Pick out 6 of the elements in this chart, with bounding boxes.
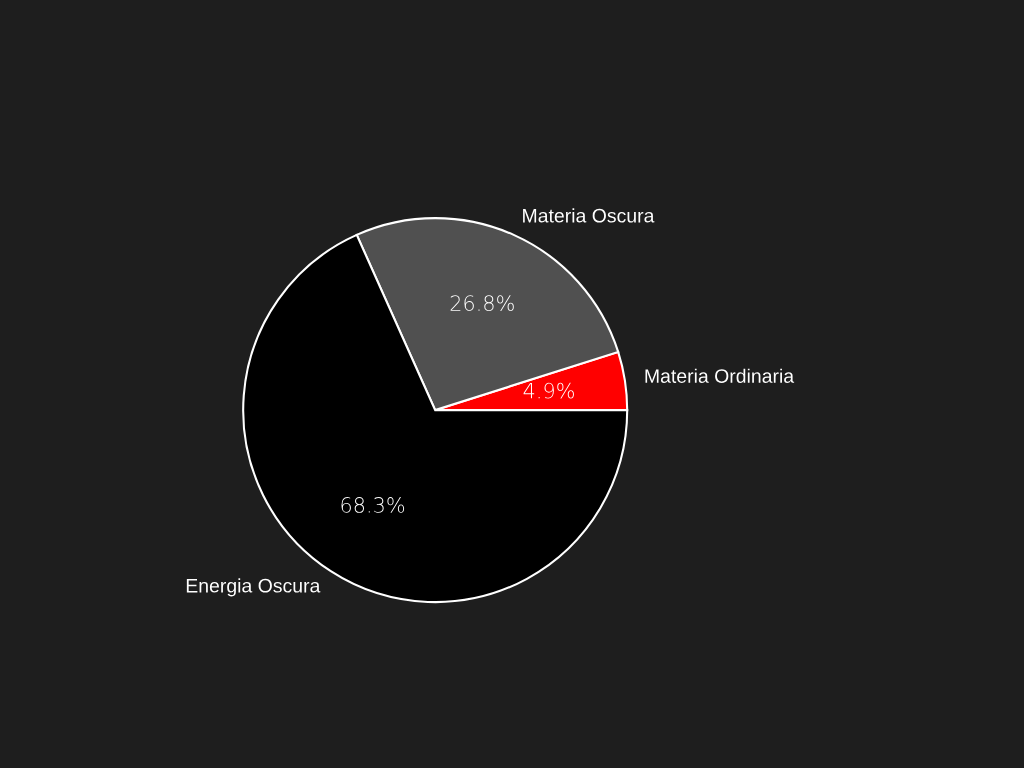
data-label: 4.9% bbox=[523, 382, 574, 399]
slice-label: Materia Ordinaria bbox=[645, 368, 795, 383]
data-label: 68.3% bbox=[341, 497, 405, 513]
data-label: 26.8% bbox=[450, 295, 514, 312]
slice-label: Materia Oscura bbox=[523, 208, 655, 223]
slice-label: Energia Oscura bbox=[186, 578, 321, 597]
